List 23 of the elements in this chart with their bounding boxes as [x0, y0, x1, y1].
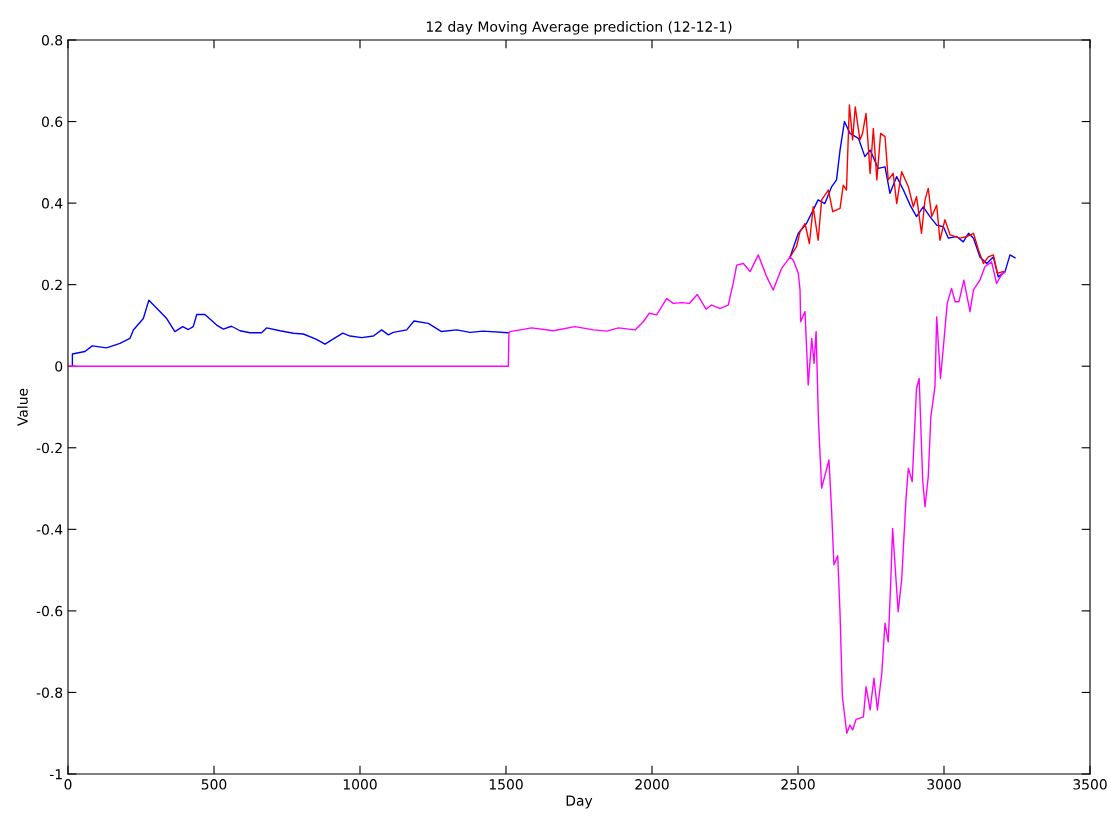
x-tick-label: 2500: [781, 779, 815, 790]
y-tick-label: -0.6: [36, 605, 63, 617]
x-tick-label: 2000: [635, 779, 669, 790]
y-tick-label: 0.4: [41, 198, 63, 209]
y-tick-label: 0.8: [41, 34, 63, 46]
x-axis-title: Day: [566, 795, 593, 809]
y-tick-label: 0: [55, 361, 63, 372]
y-axis-title: Value: [17, 388, 28, 426]
y-tick-label: -1: [49, 769, 62, 780]
x-tick-label: 0: [64, 779, 72, 790]
y-tick-label: -0.8: [36, 687, 63, 698]
y-tick-label: -0.4: [36, 524, 63, 535]
x-tick-label: 1500: [489, 779, 523, 790]
y-tick-label: 0.6: [41, 116, 63, 128]
line-series: [68, 254, 1007, 734]
x-tick-label: 500: [201, 779, 227, 790]
y-tick-label: -0.2: [36, 442, 62, 454]
x-tick-label: 3500: [1073, 779, 1107, 790]
x-tick-label: 3000: [927, 779, 961, 790]
x-tick-label: 1000: [343, 779, 377, 790]
chart-title: 12 day Moving Average prediction (12-12-1): [426, 21, 732, 35]
y-tick-label: 0.2: [41, 279, 62, 291]
line-series: [789, 104, 1004, 274]
